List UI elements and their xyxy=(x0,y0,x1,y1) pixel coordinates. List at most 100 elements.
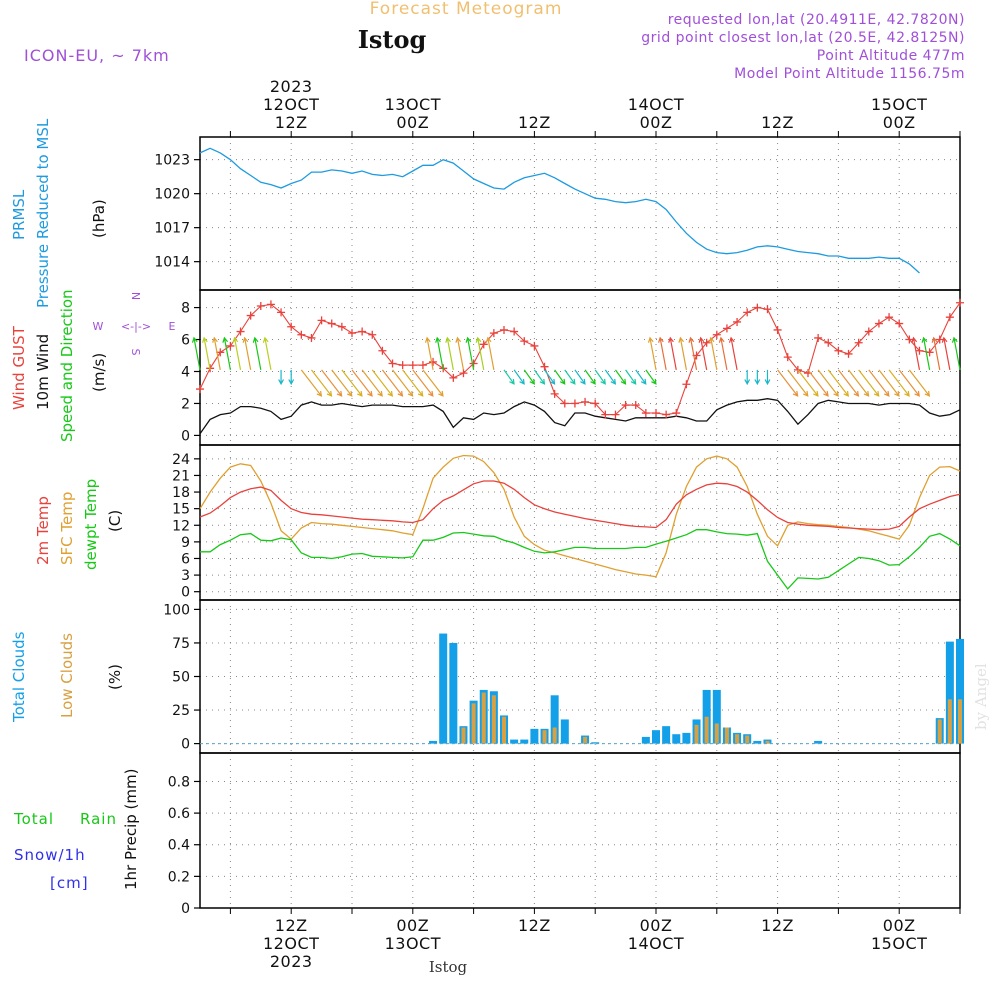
wind-direction-arrow xyxy=(584,369,596,385)
gust-marker xyxy=(388,359,397,368)
wind-direction-arrow xyxy=(645,369,657,385)
low-cloud-bar xyxy=(958,699,962,744)
gust-marker xyxy=(570,399,579,408)
gust-marker xyxy=(530,341,539,350)
time-label-bottom: 00Z xyxy=(396,916,429,935)
gust-marker xyxy=(814,333,823,342)
low-cloud-bar xyxy=(502,716,506,744)
total-cloud-bar xyxy=(510,739,519,744)
pressure-label-1: PRMSL xyxy=(10,189,28,240)
gust-marker xyxy=(560,399,569,408)
wind-direction-arrow xyxy=(351,369,373,397)
gust-marker xyxy=(956,298,964,307)
gust-marker xyxy=(277,308,286,317)
wind-direction-arrow xyxy=(191,336,201,371)
pressure-line xyxy=(199,147,920,274)
gust-marker xyxy=(641,409,650,418)
low-cloud-bar xyxy=(481,692,486,744)
precip-snow-label: Snow/1h xyxy=(14,846,86,864)
wind-direction-arrow xyxy=(614,369,627,385)
y-tick-label: 2 xyxy=(181,396,190,412)
low-cloud-bar xyxy=(735,734,740,744)
wind-direction-arrow xyxy=(310,369,333,397)
y-tick-label: 3 xyxy=(181,568,190,584)
gust-marker xyxy=(550,389,559,398)
time-label-top: 12Z xyxy=(275,113,308,132)
gust-marker xyxy=(317,316,326,325)
time-label-top: 14OCT xyxy=(628,95,684,114)
wind-direction-arrow xyxy=(574,369,586,385)
low-cloud-bar xyxy=(542,730,547,744)
gust-marker xyxy=(935,335,944,344)
wind-gust-line xyxy=(199,302,961,416)
time-label-bottom: 12Z xyxy=(761,916,794,935)
total-cloud-bar xyxy=(662,726,671,744)
y-tick-label: 0.8 xyxy=(168,774,190,790)
pressure-unit: (hPa) xyxy=(90,199,108,238)
gust-marker xyxy=(266,300,275,309)
gust-marker xyxy=(773,325,782,334)
temp-dew-label: dewpt Temp xyxy=(82,479,100,570)
gust-marker xyxy=(682,380,691,389)
gust-marker xyxy=(408,361,417,370)
gust-marker xyxy=(895,319,904,328)
low-cloud-bar xyxy=(724,727,729,744)
wind-direction-arrow xyxy=(941,336,951,371)
model-label: ICON-EU, ~ 7km xyxy=(24,46,170,65)
gust-marker xyxy=(874,319,883,328)
wind-direction-arrow xyxy=(533,369,546,385)
gust-marker xyxy=(429,357,438,366)
time-label-top: 13OCT xyxy=(385,95,441,114)
gust-marker xyxy=(631,401,640,410)
total-cloud-bar xyxy=(753,740,762,744)
precip-total-label: Total xyxy=(13,810,54,828)
time-label-bottom: 13OCT xyxy=(385,934,441,953)
compass-middle: <-|-> xyxy=(121,320,151,333)
wind-direction-arrow xyxy=(554,369,566,385)
gust-marker xyxy=(246,311,255,320)
wind-direction-arrow xyxy=(787,369,809,397)
gust-marker xyxy=(722,324,731,333)
footer-station: Istog xyxy=(429,958,468,976)
gust-marker xyxy=(753,303,762,312)
gust-marker xyxy=(540,362,549,371)
gust-marker xyxy=(327,319,336,328)
y-tick-label: 1017 xyxy=(154,221,190,237)
gust-marker xyxy=(885,313,894,322)
gust-marker xyxy=(763,305,772,314)
wind-direction-arrow xyxy=(898,369,920,397)
wind-direction-arrow xyxy=(594,369,606,385)
compass-east: E xyxy=(169,320,176,333)
wind-direction-arrow xyxy=(485,336,495,371)
y-tick-label: 6 xyxy=(181,551,190,567)
wind-direction-arrow xyxy=(278,369,285,386)
low-cloud-bar xyxy=(937,719,942,744)
time-label-bottom: 15OCT xyxy=(871,934,927,953)
wind-direction-arrow xyxy=(797,369,819,397)
y-tick-label: 100 xyxy=(163,602,190,618)
y-tick-label: 18 xyxy=(172,485,190,501)
wind-direction-arrow xyxy=(635,369,647,385)
compass-north: N xyxy=(129,292,142,300)
gust-marker xyxy=(226,341,235,350)
wind-direction-arrow xyxy=(544,369,556,385)
panel-frame-wind xyxy=(199,289,961,446)
gust-marker xyxy=(216,348,225,357)
y-tick-label: 12 xyxy=(172,518,190,534)
gust-marker xyxy=(743,308,752,317)
gust-marker xyxy=(469,359,478,368)
total-cloud-bar xyxy=(945,641,954,744)
wind-direction-arrow xyxy=(868,369,890,397)
time-label-bottom: 00Z xyxy=(640,916,673,935)
y-tick-label: 75 xyxy=(172,636,190,652)
y-tick-label: 21 xyxy=(172,468,190,484)
wind-direction-arrow xyxy=(212,336,221,371)
time-label-top: 2023 xyxy=(270,77,313,96)
wind-direction-arrow xyxy=(392,369,414,397)
wind-direction-arrow xyxy=(848,369,870,397)
wind-direction-arrow xyxy=(951,336,961,371)
wind-direction-arrow xyxy=(658,336,667,371)
gust-marker xyxy=(925,348,934,357)
wind-direction-arrow xyxy=(422,369,444,397)
wind-direction-arrow xyxy=(288,369,295,386)
